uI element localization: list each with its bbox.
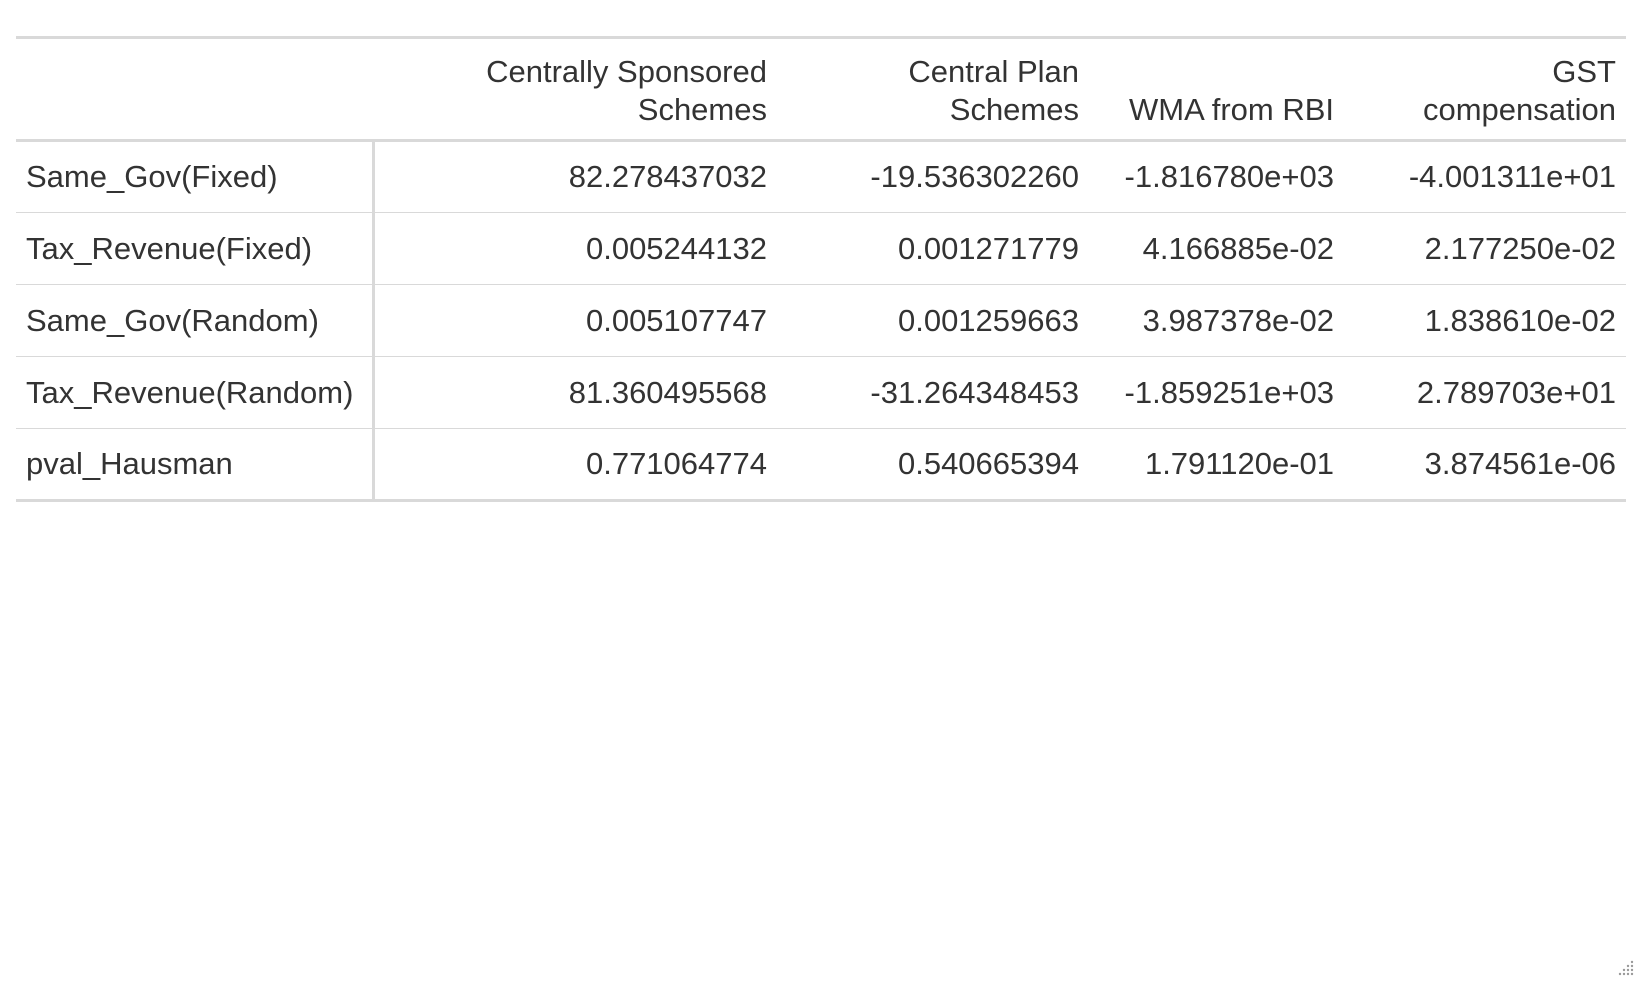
table-cell: 2.177250e-02 [1424,230,1616,266]
column-header-centrally-sponsored-schemes: Centrally Sponsored Schemes [486,54,767,127]
table-cell: 82.278437032 [568,159,767,194]
header-row: Centrally Sponsored Schemes Central Plan… [16,37,1626,141]
stub-column-header [16,38,373,141]
table-row: Tax_Revenue(Random) 81.360495568 -31.264… [16,356,1626,429]
table-cell: 0.540665394 [897,446,1079,481]
table-cell: 0.001259663 [897,302,1079,338]
table-cell: 3.874561e-06 [1424,446,1616,481]
table-cell: 1.838610e-02 [1424,302,1616,338]
results-table: Centrally Sponsored Schemes Central Plan… [16,36,1626,502]
resize-grip-icon[interactable] [1618,960,1634,976]
column-header-central-plan-schemes: Central Plan Schemes [908,54,1079,127]
table-cell: 0.005244132 [585,230,767,266]
table-row: Same_Gov(Fixed) 82.278437032 -19.5363022… [16,140,1626,213]
table-row: pval_Hausman 0.771064774 0.540665394 1.7… [16,428,1626,501]
row-label: Same_Gov(Fixed) [16,140,375,213]
results-table-container: Centrally Sponsored Schemes Central Plan… [16,36,1626,502]
table-cell: 0.001271779 [897,230,1079,266]
table-cell: 1.791120e-01 [1144,446,1334,481]
row-label: pval_Hausman [16,428,375,501]
table-cell: 0.005107747 [585,302,767,338]
table-cell: 2.789703e+01 [1416,374,1616,410]
table-body: Same_Gov(Fixed) 82.278437032 -19.5363022… [16,140,1626,501]
table-cell: -19.536302260 [870,159,1079,194]
table-cell: 81.360495568 [568,374,767,410]
table-cell: 3.987378e-02 [1142,302,1334,338]
table-cell: -1.859251e+03 [1124,374,1334,410]
column-header-gst-compensation: GST compensation [1422,54,1616,127]
row-label: Tax_Revenue(Random) [16,356,375,429]
table-row: Same_Gov(Random) 0.005107747 0.001259663… [16,284,1626,357]
row-label: Same_Gov(Random) [16,284,375,357]
table-cell: -31.264348453 [870,374,1079,410]
table-header: Centrally Sponsored Schemes Central Plan… [16,37,1626,141]
table-cell: 0.771064774 [585,446,767,481]
table-cell: 4.166885e-02 [1142,230,1334,266]
table-row: Tax_Revenue(Fixed) 0.005244132 0.0012717… [16,212,1626,285]
row-label: Tax_Revenue(Fixed) [16,212,375,285]
table-cell: -4.001311e+01 [1408,159,1616,194]
column-header-wma-from-rbi: WMA from RBI [1129,92,1334,127]
table-cell: -1.816780e+03 [1124,159,1334,194]
